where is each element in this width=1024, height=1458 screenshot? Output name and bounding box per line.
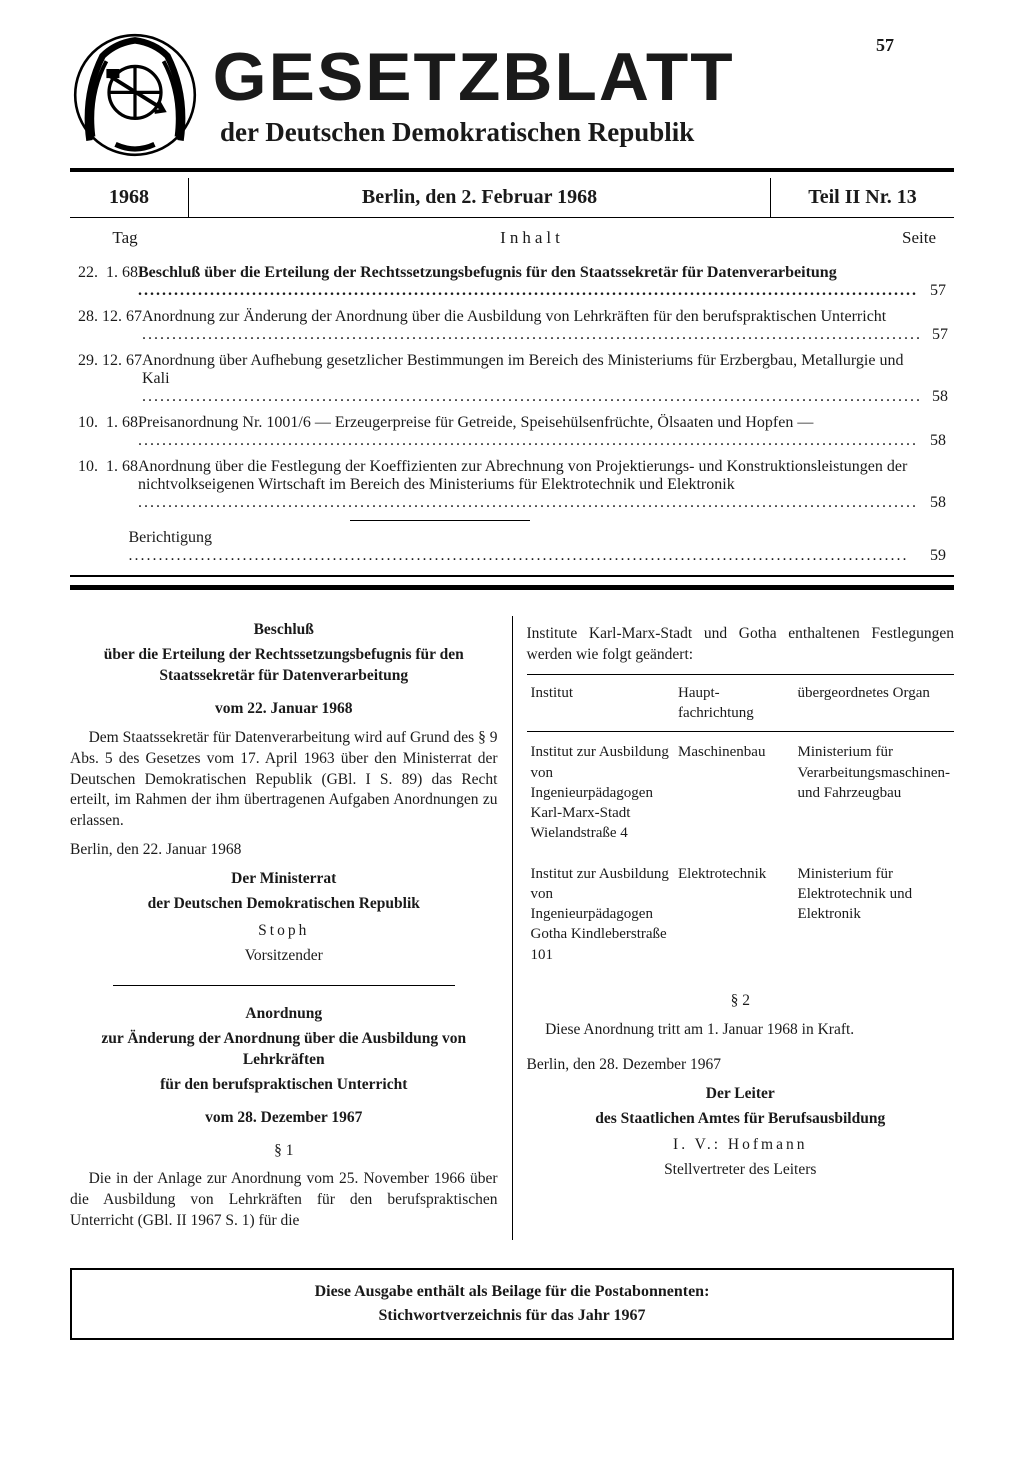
toc-text: Berichtigung bbox=[128, 529, 918, 565]
toc-heading-content: Inhalt bbox=[180, 228, 884, 248]
state-emblem-icon bbox=[70, 30, 200, 160]
toc-date: 10. 1. 68 bbox=[70, 414, 138, 432]
toc-page: 58 bbox=[932, 388, 956, 406]
toc-row: 22. 1. 68Beschluß über die Erteilung der… bbox=[70, 264, 954, 300]
th-institut: Institut bbox=[527, 674, 674, 732]
sig-line-1: Der Ministerrat bbox=[70, 869, 498, 890]
toc-heading-day: Tag bbox=[70, 228, 180, 248]
section-2-body: Diese Anordnung tritt am 1. Januar 1968 … bbox=[527, 1020, 955, 1041]
toc-text: Anordnung zur Änderung der Anordnung übe… bbox=[142, 308, 932, 344]
sig2-line-2: des Staatlichen Amtes für Berufsausbildu… bbox=[527, 1109, 955, 1130]
toc-page: 57 bbox=[928, 282, 954, 300]
right-column: Institute Karl-Marx-Stadt und Gotha enth… bbox=[513, 616, 955, 1240]
ordinance-sub-2: für den berufspraktischen Unterricht bbox=[70, 1075, 498, 1096]
header-issue: Teil II Nr. 13 bbox=[771, 178, 954, 217]
ordinance-body: Die in der Anlage zur Anordnung vom 25. … bbox=[70, 1169, 498, 1232]
sig2-line-1: Der Leiter bbox=[527, 1084, 955, 1105]
sig2-role: Stellvertreter des Leiters bbox=[527, 1160, 955, 1181]
toc-row: 29. 12. 67Anordnung über Aufhebung geset… bbox=[70, 352, 954, 406]
section-2: § 2 bbox=[527, 991, 955, 1012]
title-block: GESETZBLATT der Deutschen Demokratischen… bbox=[220, 43, 954, 148]
sig-line-2: der Deutschen Demokratischen Republik bbox=[70, 894, 498, 915]
footer-line-2: Stichwortverzeichnis für das Jahr 1967 bbox=[88, 1304, 936, 1328]
sig-role: Vorsitzender bbox=[70, 946, 498, 967]
left-column: Beschluß über die Erteilung der Rechtsse… bbox=[70, 616, 513, 1240]
header-place-date: Berlin, den 2. Februar 1968 bbox=[189, 178, 771, 217]
decree-date: vom 22. Januar 1968 bbox=[70, 699, 498, 720]
decree-subheading: über die Erteilung der Rechtssetzungsbef… bbox=[70, 645, 498, 687]
header-bar: 1968 Berlin, den 2. Februar 1968 Teil II… bbox=[70, 178, 954, 217]
toc-divider bbox=[350, 520, 530, 521]
toc: 22. 1. 68Beschluß über die Erteilung der… bbox=[70, 264, 954, 565]
table-row: Institut zur Ausbildung von Ingenieurpäd… bbox=[527, 732, 955, 854]
continuation-text: Institute Karl-Marx-Stadt und Gotha enth… bbox=[527, 624, 955, 666]
footer-line-1: Diese Ausgabe enthält als Beilage für di… bbox=[88, 1280, 936, 1304]
toc-text: Anordnung über Aufhebung gesetzlicher Be… bbox=[142, 352, 932, 406]
toc-page: 59 bbox=[918, 547, 954, 565]
toc-date: 10. 1. 68 bbox=[70, 458, 138, 476]
rule bbox=[70, 168, 954, 172]
table-cell: Maschinenbau bbox=[674, 732, 794, 854]
table-cell: Institut zur Ausbildung von Ingenieurpäd… bbox=[527, 732, 674, 854]
decree-place-date: Berlin, den 22. Januar 1968 bbox=[70, 840, 498, 861]
decree-heading: Beschluß bbox=[70, 620, 498, 641]
institute-table: Institut Haupt- fachrichtung übergeordne… bbox=[527, 674, 955, 975]
body-columns: Beschluß über die Erteilung der Rechtsse… bbox=[70, 616, 954, 1240]
table-cell: Ministerium für Elektrotechnik und Elekt… bbox=[794, 854, 954, 975]
sub-title: der Deutschen Demokratischen Republik bbox=[220, 117, 954, 148]
ordinance-date: vom 28. Dezember 1967 bbox=[70, 1108, 498, 1129]
table-cell: Ministerium für Verarbeitungsmaschinen- … bbox=[794, 732, 954, 854]
section-rule bbox=[113, 985, 455, 986]
toc-row: 10. 1. 68Anordnung über die Festlegung d… bbox=[70, 458, 954, 512]
signature-block: Der Ministerrat der Deutschen Demokratis… bbox=[70, 869, 498, 967]
sig2-name: I. V.: Hofmann bbox=[527, 1135, 955, 1156]
toc-headings: Tag Inhalt Seite bbox=[70, 218, 954, 256]
toc-date: 22. 1. 68 bbox=[70, 264, 138, 282]
table-row: Institut zur Ausbildung von Ingenieurpäd… bbox=[527, 854, 955, 975]
ordinance-heading: Anordnung bbox=[70, 1004, 498, 1025]
toc-date: 28. 12. 67 bbox=[70, 308, 142, 326]
footer-box: Diese Ausgabe enthält als Beilage für di… bbox=[70, 1268, 954, 1340]
toc-row: 28. 12. 67Anordnung zur Änderung der Ano… bbox=[70, 308, 954, 344]
masthead: GESETZBLATT der Deutschen Demokratischen… bbox=[70, 30, 954, 160]
toc-row: Berichtigung 59 bbox=[70, 529, 954, 565]
table-cell: Elektrotechnik bbox=[674, 854, 794, 975]
toc-text: Anordnung über die Festlegung der Koeffi… bbox=[138, 458, 928, 512]
toc-text: Preisanordnung Nr. 1001/6 — Erzeugerprei… bbox=[138, 414, 928, 450]
sig-name: Stoph bbox=[70, 921, 498, 942]
page: 57 GESETZBLATT der Deutschen Demokratisc… bbox=[0, 0, 1024, 1458]
toc-page: 58 bbox=[928, 494, 954, 512]
header-year: 1968 bbox=[70, 178, 189, 217]
toc-row: 10. 1. 68Preisanordnung Nr. 1001/6 — Erz… bbox=[70, 414, 954, 450]
double-rule bbox=[70, 575, 954, 590]
ordinance-sub-1: zur Änderung der Anordnung über die Ausb… bbox=[70, 1029, 498, 1071]
signature-block-2: Der Leiter des Staatlichen Amtes für Ber… bbox=[527, 1084, 955, 1182]
main-title: GESETZBLATT bbox=[213, 43, 962, 111]
toc-heading-page: Seite bbox=[884, 228, 954, 248]
section-1: § 1 bbox=[70, 1141, 498, 1162]
th-fachrichtung: Haupt- fachrichtung bbox=[674, 674, 794, 732]
decree-body: Dem Staatssekretär für Datenverarbeitung… bbox=[70, 728, 498, 833]
toc-page: 57 bbox=[932, 326, 956, 344]
toc-date: 29. 12. 67 bbox=[70, 352, 142, 370]
toc-page: 58 bbox=[928, 432, 954, 450]
toc-text: Beschluß über die Erteilung der Rechtsse… bbox=[138, 264, 928, 300]
th-organ: übergeordnetes Organ bbox=[794, 674, 954, 732]
place-date-2: Berlin, den 28. Dezember 1967 bbox=[527, 1055, 955, 1076]
table-cell: Institut zur Ausbildung von Ingenieurpäd… bbox=[527, 854, 674, 975]
